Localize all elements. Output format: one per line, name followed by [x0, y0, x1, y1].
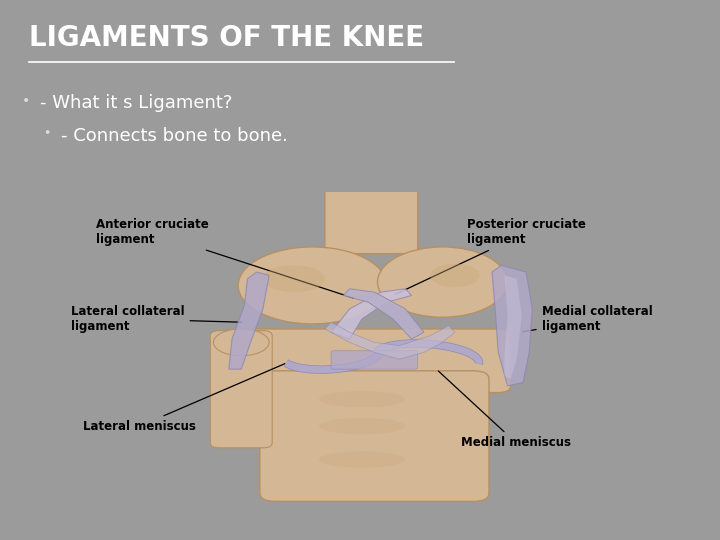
Ellipse shape [319, 418, 405, 434]
Polygon shape [325, 322, 455, 359]
Polygon shape [505, 275, 522, 379]
FancyBboxPatch shape [244, 329, 510, 393]
Ellipse shape [238, 247, 387, 324]
Text: Medial collateral
ligament: Medial collateral ligament [523, 305, 652, 333]
Ellipse shape [319, 451, 405, 468]
Polygon shape [331, 289, 412, 339]
Text: Lateral collateral
ligament: Lateral collateral ligament [71, 305, 242, 333]
FancyBboxPatch shape [331, 351, 418, 369]
Text: - Connects bone to bone.: - Connects bone to bone. [61, 127, 288, 145]
Ellipse shape [377, 247, 508, 317]
Text: - What it s Ligament?: - What it s Ligament? [40, 94, 232, 112]
Polygon shape [343, 289, 424, 339]
Text: Lateral meniscus: Lateral meniscus [84, 363, 285, 433]
Text: •: • [43, 127, 50, 140]
FancyBboxPatch shape [325, 177, 418, 254]
Ellipse shape [263, 265, 325, 292]
Text: LIGAMENTS OF THE KNEE: LIGAMENTS OF THE KNEE [29, 24, 424, 52]
Polygon shape [492, 265, 532, 386]
FancyBboxPatch shape [260, 371, 489, 501]
Text: Medial meniscus: Medial meniscus [438, 371, 571, 449]
FancyBboxPatch shape [210, 330, 272, 448]
Text: Posterior cruciate
ligament: Posterior cruciate ligament [395, 219, 586, 294]
Ellipse shape [213, 329, 269, 356]
Polygon shape [229, 272, 269, 369]
Ellipse shape [430, 264, 480, 287]
Ellipse shape [319, 391, 405, 408]
Text: Anterior cruciate
ligament: Anterior cruciate ligament [96, 219, 354, 298]
Text: •: • [22, 94, 30, 109]
